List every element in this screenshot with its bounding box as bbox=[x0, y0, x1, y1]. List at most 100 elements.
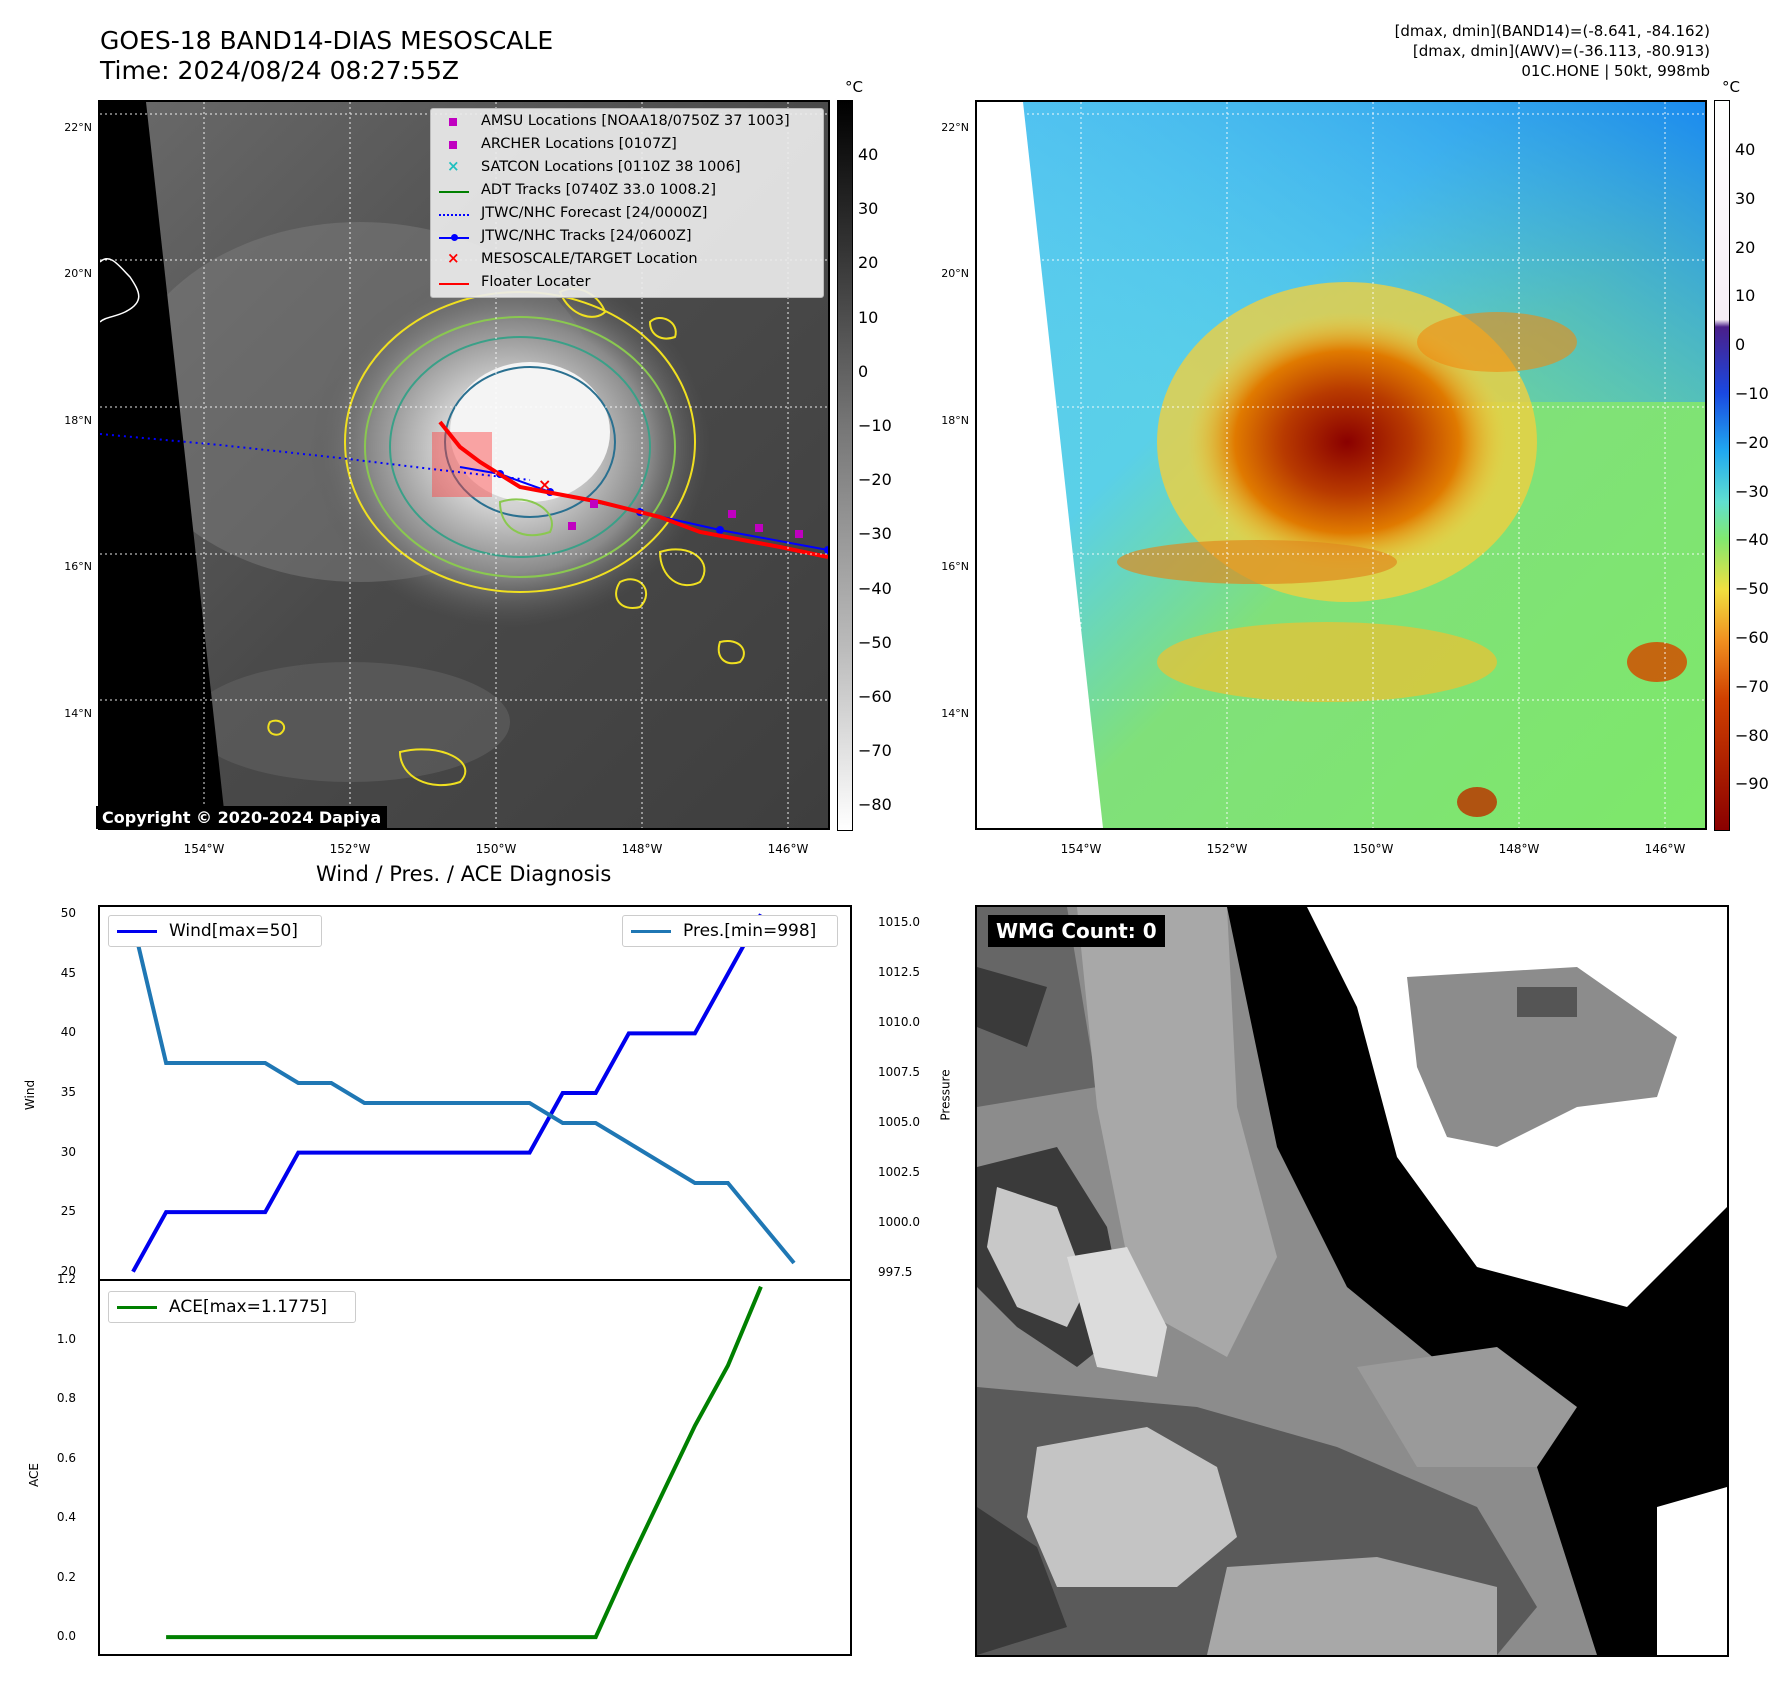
ir-lon-label-150: 150°W bbox=[475, 842, 517, 856]
legend-amsu: AMSU Locations [NOAA18/0750Z 37 1003] bbox=[481, 113, 790, 129]
meta-awv-range: [dmax, dmin](AWV)=(-36.113, -80.913) bbox=[1412, 42, 1710, 60]
ir-colorbar-tick: 0 bbox=[858, 361, 869, 381]
ace-legend-line-icon bbox=[117, 1306, 157, 1309]
pressure-tick-label: 1015.0 bbox=[878, 915, 920, 929]
pressure-tick-label: 1007.5 bbox=[878, 1065, 920, 1079]
legend-x-icon: × bbox=[447, 157, 460, 175]
legend-line-icon bbox=[439, 191, 469, 193]
ir-colorbar-tick: −60 bbox=[858, 687, 892, 706]
ir-colorbar-tick: 10 bbox=[858, 307, 879, 327]
ir-colorbar bbox=[837, 100, 853, 831]
ir-lat-label-18: 18°N bbox=[64, 414, 92, 427]
awv-colorbar bbox=[1714, 100, 1730, 831]
ir-colorbar-tick: −50 bbox=[858, 632, 892, 652]
svg-text:×: × bbox=[538, 475, 551, 494]
legend-x-icon: × bbox=[447, 249, 460, 267]
ace-axis-label: ACE bbox=[26, 1463, 41, 1487]
awv-colorbar-tick: 20 bbox=[1735, 237, 1756, 257]
awv-lat-label-20: 20°N bbox=[941, 267, 969, 280]
title-time: Time: 2024/08/24 08:27:55Z bbox=[100, 56, 459, 85]
awv-colorbar-tick: −20 bbox=[1735, 432, 1769, 452]
diagnosis-chart bbox=[98, 905, 852, 1656]
figure-title: GOES-18 BAND14-DIAS MESOSCALE Time: 2024… bbox=[100, 26, 553, 86]
awv-colorbar-tick: 30 bbox=[1735, 188, 1756, 208]
diagnosis-title: Wind / Pres. / ACE Diagnosis bbox=[316, 862, 612, 886]
ir-lon-label-154: 154°W bbox=[183, 842, 225, 856]
legend-adt: ADT Tracks [0740Z 33.0 1008.2] bbox=[481, 182, 717, 198]
awv-colorbar-tick: −30 bbox=[1735, 481, 1769, 501]
awv-colorbar-tick: −80 bbox=[1735, 725, 1769, 745]
wind-legend-line-icon bbox=[117, 930, 157, 933]
awv-colorbar-tick: −60 bbox=[1735, 628, 1769, 647]
ace-tick-label: 0.2 bbox=[56, 1569, 76, 1584]
awv-lon-label-148: 148°W bbox=[1498, 842, 1540, 856]
ir-lat-label-22: 22°N bbox=[64, 121, 92, 134]
legend-dot-icon bbox=[451, 234, 458, 241]
pressure-tick-label: 1012.5 bbox=[878, 965, 920, 979]
wind-tick-label: 35 bbox=[60, 1085, 76, 1099]
ace-tick-label: 1.0 bbox=[56, 1331, 76, 1346]
copyright-label: Copyright © 2020-2024 Dapiya bbox=[96, 806, 388, 829]
meta-storm-info: 01C.HONE | 50kt, 998mb bbox=[1521, 62, 1710, 80]
awv-colorbar-tick: −10 bbox=[1735, 384, 1769, 403]
ir-colorbar-tick: 40 bbox=[858, 145, 879, 164]
legend-square-icon bbox=[449, 141, 457, 149]
awv-map-panel bbox=[975, 100, 1707, 830]
ir-colorbar-tick: −40 bbox=[858, 578, 892, 598]
awv-colorbar-tick: −70 bbox=[1735, 676, 1769, 696]
legend-line-icon bbox=[439, 283, 469, 285]
awv-lon-label-150: 150°W bbox=[1352, 842, 1394, 856]
wmg-count-label: WMG Count: 0 bbox=[988, 915, 1165, 947]
pressure-tick-label: 1002.5 bbox=[878, 1165, 920, 1179]
title-product: GOES-18 BAND14-DIAS MESOSCALE bbox=[100, 26, 554, 55]
ir-colorbar-tick: 20 bbox=[858, 253, 879, 273]
wind-axis-label: Wind bbox=[23, 1079, 38, 1111]
awv-lat-label-14: 14°N bbox=[941, 707, 969, 720]
legend-dotted-line-icon bbox=[439, 214, 469, 216]
ace-tick-label: 0.0 bbox=[56, 1629, 76, 1644]
awv-colorbar-tick: 10 bbox=[1735, 286, 1756, 306]
pressure-legend-label: Pres.[min=998] bbox=[683, 921, 817, 941]
ace-series-line bbox=[166, 1285, 763, 1640]
ir-lat-label-16: 16°N bbox=[64, 560, 92, 573]
wmg-panel bbox=[975, 905, 1729, 1657]
awv-lon-label-152: 152°W bbox=[1206, 842, 1248, 856]
ir-colorbar-tick: 30 bbox=[858, 199, 879, 219]
wind-tick-label: 20 bbox=[60, 1263, 76, 1278]
pressure-series-line bbox=[131, 922, 796, 1265]
ir-colorbar-tick: −20 bbox=[858, 470, 892, 490]
pressure-tick-label: 1005.0 bbox=[878, 1115, 920, 1129]
pressure-legend: Pres.[min=998] bbox=[622, 915, 838, 947]
wind-tick-label: 45 bbox=[60, 965, 76, 980]
ir-lat-label-20: 20°N bbox=[64, 267, 92, 280]
awv-lon-label-154: 154°W bbox=[1060, 842, 1102, 856]
legend-satcon: SATCON Locations [0110Z 38 1006] bbox=[481, 159, 741, 175]
awv-map-image bbox=[977, 102, 1705, 828]
awv-colorbar-tick: 40 bbox=[1735, 140, 1756, 159]
ir-lat-label-14: 14°N bbox=[64, 707, 92, 720]
pressure-axis-label: Pressure bbox=[938, 1069, 953, 1121]
ace-tick-label: 0.6 bbox=[56, 1450, 76, 1465]
awv-lat-label-16: 16°N bbox=[941, 560, 969, 573]
legend-floater: Floater Locater bbox=[481, 274, 591, 290]
legend-archer: ARCHER Locations [0107Z] bbox=[481, 136, 677, 152]
ace-tick-label: 0.8 bbox=[56, 1391, 76, 1406]
wind-legend-label: Wind[max=50] bbox=[169, 921, 298, 941]
ir-colorbar-tick: −10 bbox=[858, 416, 892, 435]
legend-target: MESOSCALE/TARGET Location bbox=[481, 251, 698, 267]
legend-tracks: JTWC/NHC Tracks [24/0600Z] bbox=[481, 228, 692, 244]
awv-lon-label-146: 146°W bbox=[1644, 842, 1686, 856]
awv-lat-label-22: 22°N bbox=[941, 121, 969, 134]
meta-band14-range: [dmax, dmin](BAND14)=(-8.641, -84.162) bbox=[1394, 22, 1710, 40]
awv-colorbar-tick: −40 bbox=[1735, 530, 1769, 550]
ace-legend: ACE[max=1.1775] bbox=[108, 1291, 356, 1323]
ace-legend-label: ACE[max=1.1775] bbox=[169, 1297, 327, 1317]
legend-square-icon bbox=[449, 118, 457, 126]
wind-tick-label: 40 bbox=[60, 1025, 76, 1040]
legend-forecast: JTWC/NHC Forecast [24/0000Z] bbox=[481, 205, 708, 221]
wind-tick-label: 25 bbox=[60, 1204, 76, 1219]
awv-colorbar-tick: −50 bbox=[1735, 579, 1769, 599]
awv-colorbar-tick: −90 bbox=[1735, 774, 1769, 794]
ir-colorbar-tick: −30 bbox=[858, 524, 892, 544]
wind-tick-label: 30 bbox=[60, 1144, 76, 1159]
